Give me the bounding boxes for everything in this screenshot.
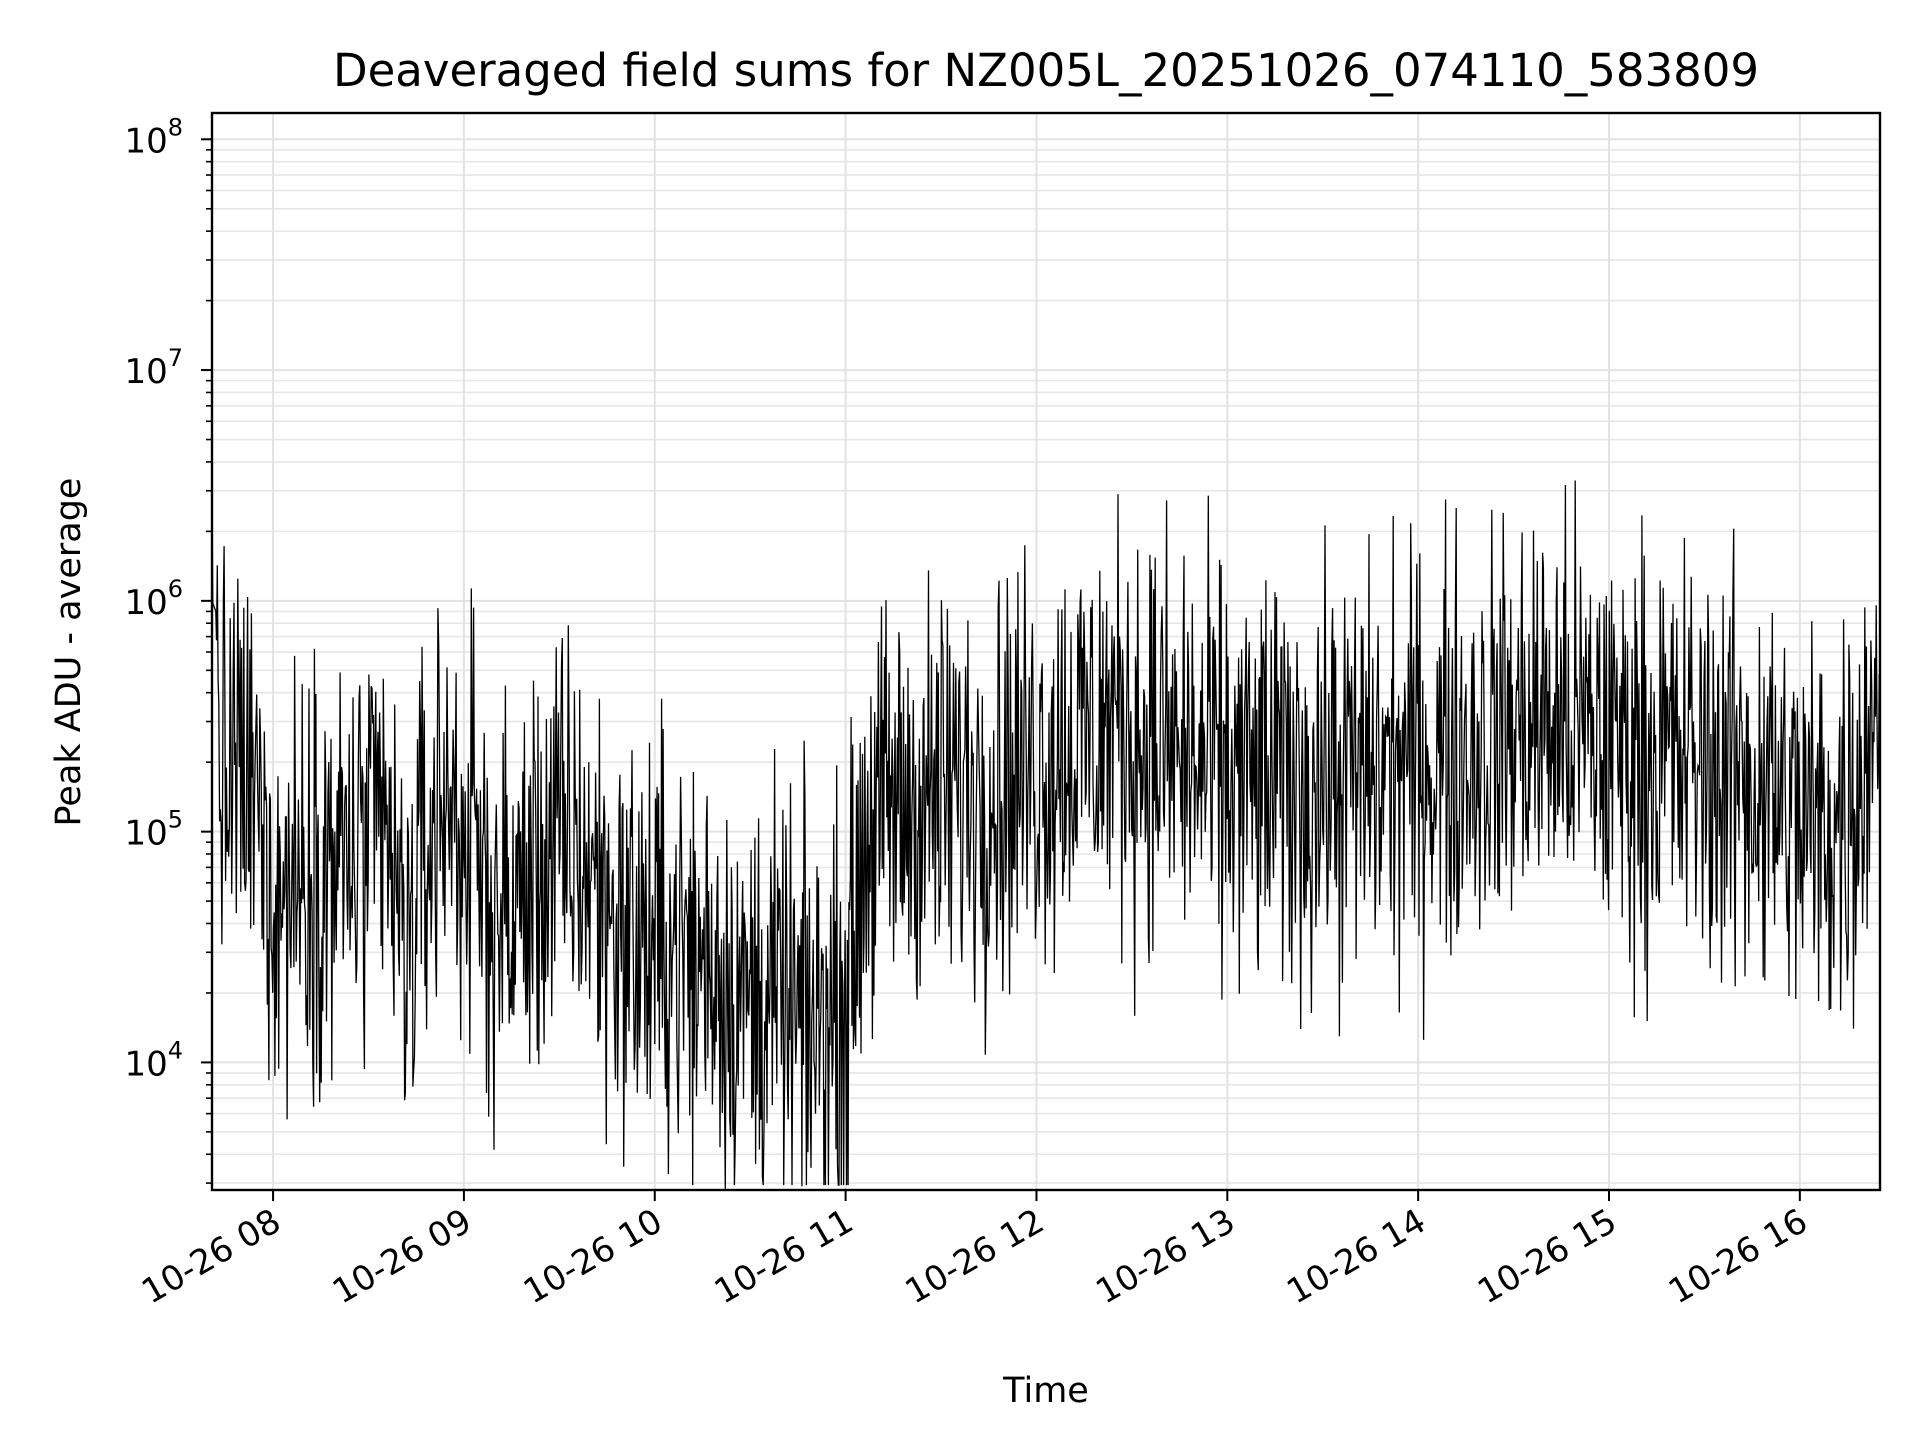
y-tick-label: 105	[124, 806, 183, 854]
y-axis: 104 105 106 107 108	[124, 113, 212, 1184]
y-axis-label: Peak ADU - average	[49, 478, 89, 827]
chart-title: Deaveraged field sums for NZ005L_2025102…	[333, 44, 1759, 97]
series-line	[211, 480, 1881, 1190]
x-axis-label: Time	[1002, 1371, 1089, 1411]
y-tick-label: 108	[124, 113, 183, 161]
y-tick-label: 106	[124, 575, 183, 623]
y-tick-label: 107	[124, 344, 183, 392]
y-tick-label: 104	[124, 1036, 183, 1084]
